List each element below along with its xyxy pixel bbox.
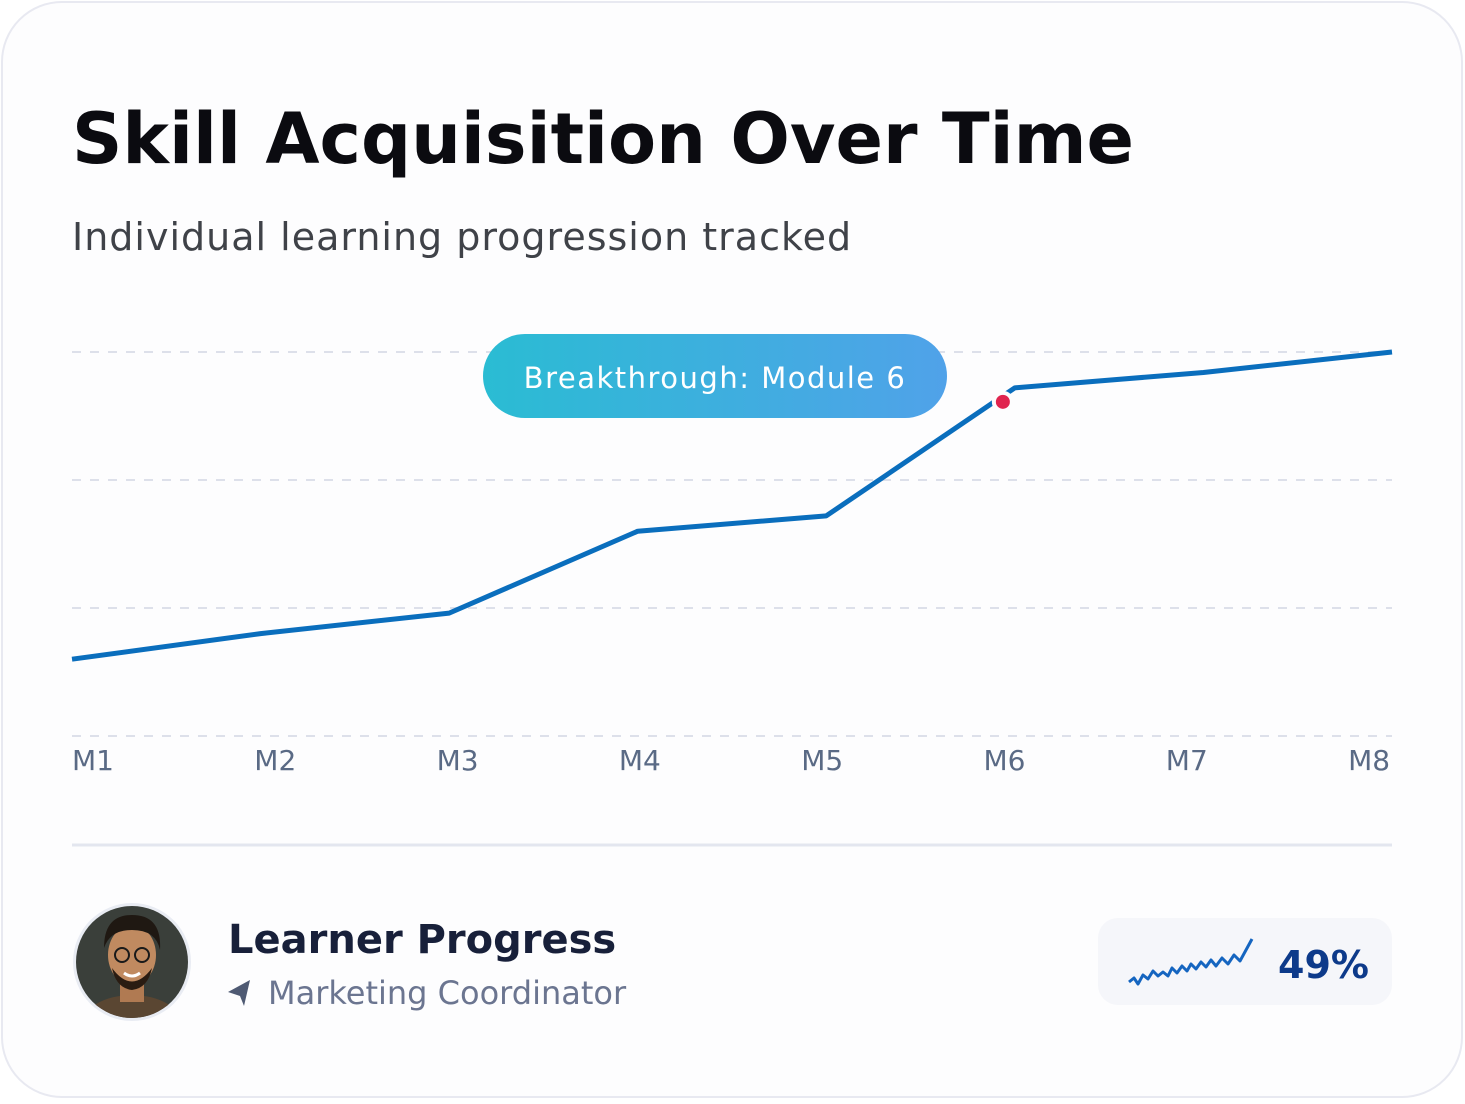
x-tick-label: M8 [1348, 744, 1390, 777]
annotation-text: Breakthrough: Module 6 [524, 361, 907, 395]
x-tick-label: M2 [254, 744, 296, 777]
x-tick-label: M4 [619, 744, 661, 777]
chart-title: Skill Acquisition Over Time [72, 98, 1134, 180]
x-tick-label: M3 [437, 744, 479, 777]
x-tick-label: M6 [984, 744, 1026, 777]
avatar [73, 903, 191, 1021]
chart-subtitle: Individual learning progression tracked [72, 215, 852, 259]
sparkline [1128, 938, 1254, 986]
footer-role: Marketing Coordinator [268, 974, 627, 1012]
annotation-pill [483, 334, 947, 418]
x-tick-label: M7 [1166, 744, 1208, 777]
annotation-marker [991, 390, 1014, 413]
plot-area: M1 M2 M3 M4 M5 M6 M7 M8 Breakthrough: Module 6 [71, 334, 1393, 777]
footer-title: Learner Progress [228, 917, 616, 963]
data-line [71, 349, 1393, 662]
x-tick-label: M5 [801, 744, 843, 777]
progress-value: 49% [1278, 943, 1369, 987]
stat-box [1098, 918, 1392, 1005]
location-icon [228, 980, 250, 1006]
x-tick-label: M1 [72, 744, 114, 777]
